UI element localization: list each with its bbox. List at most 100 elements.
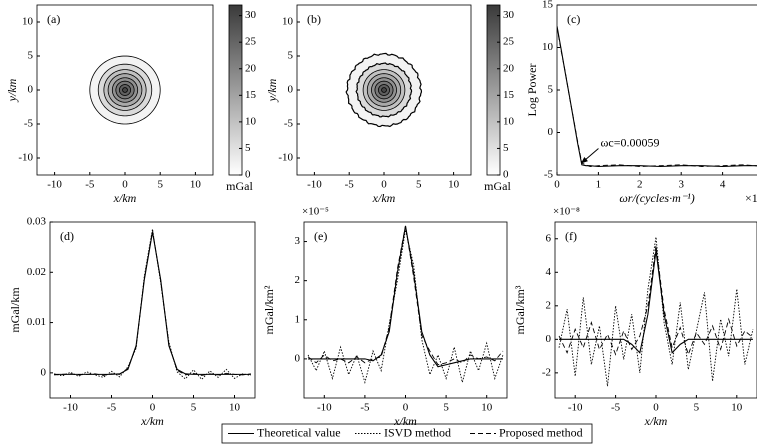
colorbar-tick-label: 10 — [245, 115, 257, 127]
y-tick-label: 2 — [295, 274, 301, 286]
y-tick-label: 0 — [288, 84, 294, 96]
contour — [381, 87, 387, 93]
y-axis-label: y/km — [265, 78, 279, 102]
x-tick-label: 0 — [403, 402, 409, 414]
panel-label: (a) — [47, 12, 60, 26]
series-line — [307, 225, 504, 366]
x-tick-label: -10 — [568, 402, 583, 414]
panel: 0 5 10 15 20 25 30 mGal -10 -5 0 5 10 -10 -5 0 5 10 x/km y/… — [265, 4, 515, 205]
y-tick-label: 1 — [295, 313, 301, 325]
y-axis-label: mGal/km² — [262, 285, 276, 334]
colorbar-tick-label: 20 — [245, 62, 257, 74]
colorbar-tick-label: 15 — [245, 89, 257, 101]
plot-area — [89, 55, 161, 125]
x-tick-label: 10 — [481, 402, 493, 414]
x-tick-label: -10 — [47, 179, 62, 191]
y-tick-label: 10 — [282, 16, 294, 28]
y-tick-label: 0 — [546, 333, 552, 345]
x-tick-label: -10 — [317, 402, 332, 414]
x-tick-label: 5 — [191, 402, 197, 414]
y-tick-label: 0.03 — [27, 216, 47, 228]
y-tick-label: 10 — [22, 16, 34, 28]
series-line — [559, 250, 753, 354]
series-line — [54, 231, 251, 375]
colorbar-label: mGal — [484, 179, 511, 193]
y-axis-label: Log Power — [525, 64, 539, 117]
x-axis-label: x/km — [393, 414, 417, 428]
x-tick-label: 0 — [150, 402, 156, 414]
plot-frame — [556, 4, 757, 176]
colorbar-tick-label: 5 — [503, 142, 509, 154]
y-tick-label: 0.01 — [27, 316, 46, 328]
x-tick-label: 5 — [443, 402, 449, 414]
panel: 0 5 10 15 20 25 30 mGal -10 -5 0 5 10 -10 -5 0 5 10 x/km y/… — [5, 4, 257, 205]
x-tick-label: 0 — [381, 179, 387, 191]
plot-area — [345, 52, 423, 128]
x-axis-label: x/km — [113, 191, 137, 205]
legend-label: Proposed method — [499, 425, 583, 439]
legend-label: Theoretical value — [257, 425, 341, 439]
colorbar-tick-label: 20 — [503, 62, 515, 74]
colorbar — [486, 4, 501, 176]
x-axis-label: x/km — [372, 191, 396, 205]
y-tick-label: 5 — [28, 50, 34, 62]
x-tick-label: 10 — [229, 402, 241, 414]
x-tick-label: 5 — [157, 179, 163, 191]
colorbar-tick-label: 10 — [503, 115, 515, 127]
y-tick-label: 5 — [548, 84, 554, 96]
colorbar-tick-label: 5 — [245, 142, 251, 154]
panel: -10 -5 0 5 10 -2 0 2 4 6 x/km mGal/km³ (f) ×10⁻⁸ — [513, 206, 757, 428]
y-tick-label: 6 — [546, 232, 552, 244]
x-tick-label: -5 — [107, 402, 117, 414]
colorbar-label: mGal — [226, 179, 253, 193]
series-line — [307, 229, 504, 385]
colorbar-tick-label: 25 — [503, 36, 515, 48]
series-line — [557, 27, 757, 167]
contour — [122, 87, 128, 93]
y-exponent: ×10⁻⁸ — [553, 206, 580, 218]
colorbar-tick-label: 30 — [503, 9, 515, 21]
y-tick-label: -5 — [24, 118, 34, 130]
series-line — [558, 237, 754, 387]
x-tick-label: -5 — [345, 179, 355, 191]
y-tick-label: 0.02 — [27, 266, 46, 278]
colorbar-tick-label: 30 — [245, 9, 257, 21]
series-line — [53, 228, 251, 381]
colorbar-tick-label: 0 — [245, 169, 251, 181]
x-tick-label: 10 — [190, 179, 202, 191]
x-tick-label: 10 — [731, 402, 743, 414]
y-tick-label: -5 — [544, 169, 554, 181]
x-tick-label: 0 — [122, 179, 128, 191]
x-tick-label: -5 — [360, 402, 370, 414]
y-tick-label: 10 — [542, 41, 554, 53]
y-tick-label: -2 — [542, 366, 551, 378]
plot-area — [558, 237, 754, 387]
x-tick-label: 5 — [416, 179, 422, 191]
y-axis-label: mGal/km — [8, 287, 22, 333]
colorbar — [228, 4, 243, 176]
annotation-arrow — [580, 148, 599, 164]
panel: -10 -5 0 5 1000.010.020.03x/kmmGal/km(d)Theo… — [8, 216, 593, 444]
y-tick-label: 15 — [542, 0, 554, 11]
y-tick-label: 2 — [546, 299, 552, 311]
plot-frame — [303, 221, 508, 399]
panel-label: (f) — [565, 229, 577, 243]
x-tick-label: -10 — [307, 179, 322, 191]
x-tick-label: 2 — [637, 179, 643, 191]
plot-area — [53, 228, 251, 381]
x-tick-label: -10 — [63, 402, 78, 414]
y-tick-label: 0 — [41, 366, 47, 378]
x-tick-label: -5 — [611, 402, 621, 414]
colorbar-tick-label: 25 — [245, 36, 257, 48]
colorbar-tick-label: 0 — [503, 169, 509, 181]
x-axis-label: x/km — [140, 414, 164, 428]
series-line — [54, 230, 251, 376]
legend-label: ISVD method — [384, 425, 451, 439]
panel-label: (d) — [60, 229, 74, 243]
y-exponent: ×10⁻⁵ — [302, 206, 329, 218]
y-tick-label: 0 — [28, 84, 34, 96]
x-tick-label: 0 — [653, 402, 659, 414]
y-tick-label: 0 — [548, 126, 554, 138]
